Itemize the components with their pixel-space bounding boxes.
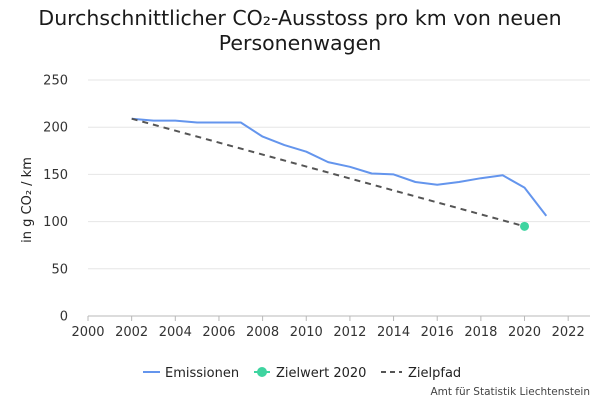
chart-title: Durchschnittlicher CO₂-Ausstoss pro km v… — [38, 6, 562, 55]
x-tick-label: 2020 — [508, 325, 541, 340]
y-tick-label: 250 — [43, 74, 68, 89]
y-tick-label: 200 — [43, 121, 68, 136]
series-line-zielpfad[interactable] — [131, 117, 525, 228]
legend-item-zielpfad[interactable]: Zielpfad — [381, 366, 461, 381]
x-tick-label: 2012 — [333, 325, 366, 340]
y-tick-label: 100 — [43, 215, 68, 230]
legend-item-zielwert[interactable]: Zielwert 2020 — [254, 366, 366, 381]
x-tick-label: 2004 — [159, 325, 192, 340]
x-tick-label: 2014 — [377, 325, 410, 340]
x-tick-label: 2002 — [115, 325, 148, 340]
legend-label: Zielwert 2020 — [276, 366, 366, 381]
y-tick-label: 50 — [51, 262, 68, 277]
y-axis: 0 50 100 150 200 250 — [43, 74, 68, 325]
series-layer — [131, 117, 548, 231]
y-tick-label: 0 — [60, 310, 68, 325]
x-tick-label: 2008 — [246, 325, 279, 340]
x-tick-label: 2010 — [290, 325, 323, 340]
series-line-emissionen[interactable] — [131, 117, 548, 217]
x-tick-label: 2000 — [71, 325, 104, 340]
x-tick-label: 2016 — [421, 325, 454, 340]
legend-item-emissionen[interactable]: Emissionen — [143, 366, 239, 381]
x-tick-label: 2022 — [552, 325, 585, 340]
gridlines — [88, 79, 590, 317]
data-point-zielwert[interactable] — [520, 221, 530, 231]
x-axis: 2000 2002 2004 2006 2008 2010 2012 2014 2016 2018… — [71, 316, 585, 340]
legend: Emissionen Zielwert 2020 Zielpfad — [143, 366, 461, 381]
y-axis-label: in g CO₂ / km — [20, 157, 35, 243]
x-tick-label: 2006 — [202, 325, 235, 340]
source-credit: Amt für Statistik Liechtenstein — [430, 386, 590, 398]
legend-label: Emissionen — [165, 366, 239, 381]
x-tick-label: 2018 — [464, 325, 497, 340]
legend-label: Zielpfad — [408, 366, 461, 381]
y-tick-label: 150 — [43, 168, 68, 183]
